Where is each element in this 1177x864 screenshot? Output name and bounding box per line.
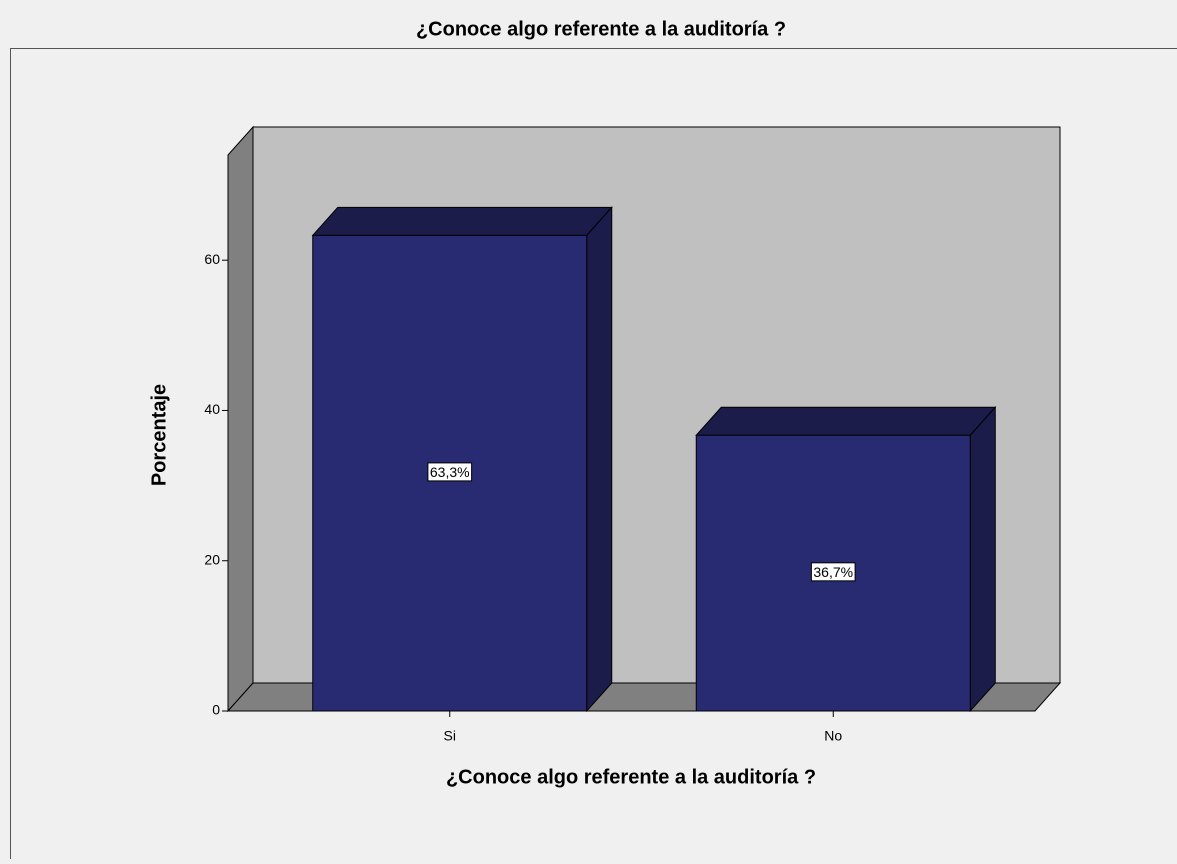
side-wall [228,127,253,711]
y-axis-label: Porcentaje [148,384,170,486]
bar-side [970,407,995,711]
value-label: 63,3% [430,464,470,480]
y-tick-label: 60 [204,251,220,267]
x-tick-label: Si [444,728,456,744]
value-label: 36,7% [813,564,853,580]
bar-top [313,207,612,235]
bar-side [587,207,612,711]
y-tick-label: 20 [204,551,220,567]
chart-title: ¿Conoce algo referente a la auditoría ? [416,18,786,40]
bar-top [696,407,995,435]
y-tick-label: 40 [204,401,220,417]
x-tick-label: No [824,728,842,744]
x-axis-label: ¿Conoce algo referente a la auditoría ? [446,766,816,788]
y-tick-label: 0 [212,702,220,718]
